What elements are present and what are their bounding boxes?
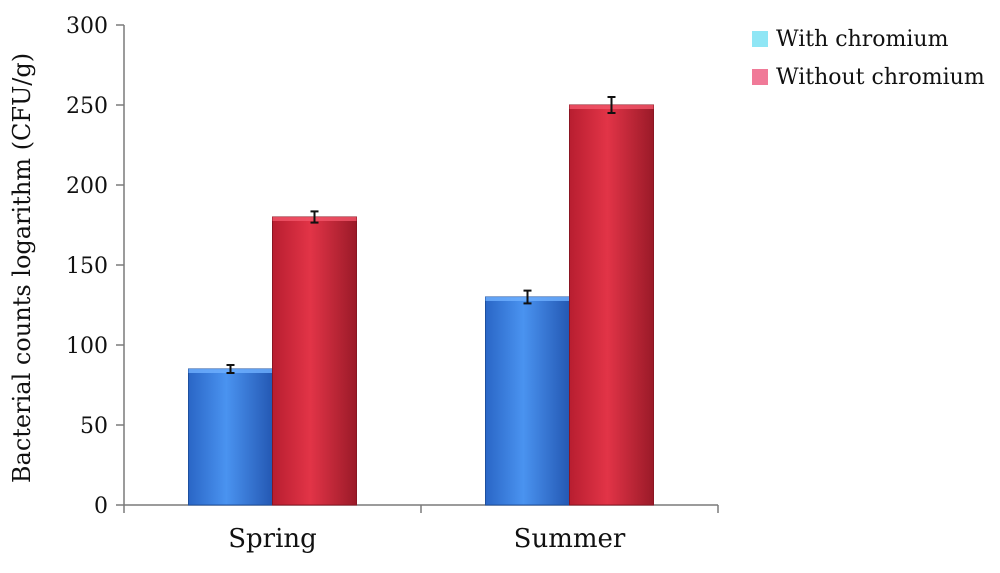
legend-label: Without chromium: [776, 65, 985, 90]
axes-layer: 0 50 100 150 200 250 300 Spring Summer: [66, 14, 719, 554]
bar-without-chromium-spring: [272, 216, 357, 506]
y-tick-label: 0: [94, 494, 108, 519]
y-axis-title: Bacterial counts logarithm (CFU/g): [8, 53, 36, 483]
y-tick-label: 50: [80, 414, 108, 439]
bar-without-chromium-summer: [569, 104, 654, 506]
bar-with-chromium-summer: [485, 296, 570, 506]
bar-with-chromium-spring: [188, 368, 273, 506]
bars-layer: [188, 104, 654, 506]
x-category-label: Summer: [514, 524, 626, 554]
error-bars-layer: [226, 96, 616, 374]
legend: With chromium Without chromium: [752, 27, 985, 90]
legend-swatch: [752, 69, 768, 85]
y-tick-label: 300: [66, 14, 108, 39]
y-tick-label: 100: [66, 334, 108, 359]
y-tick-label: 200: [66, 174, 108, 199]
x-category-label: Spring: [228, 524, 317, 554]
y-tick-label: 250: [66, 94, 108, 119]
legend-swatch: [752, 31, 768, 47]
y-tick-label: 150: [66, 254, 108, 279]
legend-label: With chromium: [776, 27, 949, 52]
